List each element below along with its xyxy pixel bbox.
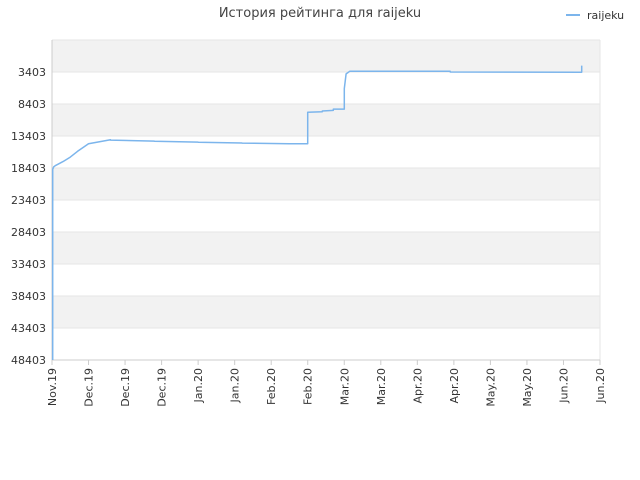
- x-tick-label: Jan.20: [192, 368, 205, 403]
- x-tick-label: Mar.20: [338, 368, 351, 405]
- legend[interactable]: raijeku: [566, 9, 624, 22]
- x-tick-label: Jun.20: [557, 368, 570, 404]
- x-tick-label: Dec.19: [119, 368, 132, 407]
- plot-bands: [52, 40, 600, 328]
- x-tick-label: Dec.19: [83, 368, 96, 407]
- y-tick-label: 38403: [11, 290, 46, 303]
- plot-band: [52, 232, 600, 264]
- y-tick-label: 18403: [11, 162, 46, 175]
- plot-band: [52, 168, 600, 200]
- y-tick-label: 3403: [18, 66, 46, 79]
- y-tick-label: 23403: [11, 194, 46, 207]
- x-tick-label: Jun.20: [594, 368, 607, 404]
- y-tick-label: 28403: [11, 226, 46, 239]
- plot-band: [52, 40, 600, 72]
- y-tick-label: 13403: [11, 130, 46, 143]
- x-tick-label: May.20: [484, 368, 497, 407]
- y-tick-label: 8403: [18, 98, 46, 111]
- x-tick-label: May.20: [521, 368, 534, 407]
- x-tick-label: Feb.20: [302, 368, 315, 405]
- legend-label: raijeku: [587, 9, 624, 22]
- chart-title: История рейтинга для raijeku: [219, 6, 421, 21]
- plot-band: [52, 296, 600, 328]
- y-tick-labels: 3403 8403 13403 18403 23403 28403 33403 38403 43…: [11, 66, 46, 367]
- y-tick-label: 33403: [11, 258, 46, 271]
- x-tick-label: Jan.20: [229, 368, 242, 403]
- series-layer: [51, 65, 583, 360]
- y-tick-label: 48403: [11, 354, 46, 367]
- x-tick-label: Feb.20: [265, 368, 278, 405]
- x-tick-label: Nov.19: [46, 368, 59, 406]
- x-tick-label: Apr.20: [411, 368, 424, 404]
- x-tick-label: Dec.19: [156, 368, 169, 407]
- x-tick-labels: Nov.19 Dec.19 Dec.19 Dec.19 Jan.20 Jan.20 Feb.…: [46, 368, 607, 407]
- y-tick-label: 43403: [11, 322, 46, 335]
- series-line-raijeku: [51, 65, 583, 360]
- x-tick-label: Mar.20: [375, 368, 388, 405]
- plot-band: [52, 104, 600, 136]
- x-tick-label: Apr.20: [448, 368, 461, 404]
